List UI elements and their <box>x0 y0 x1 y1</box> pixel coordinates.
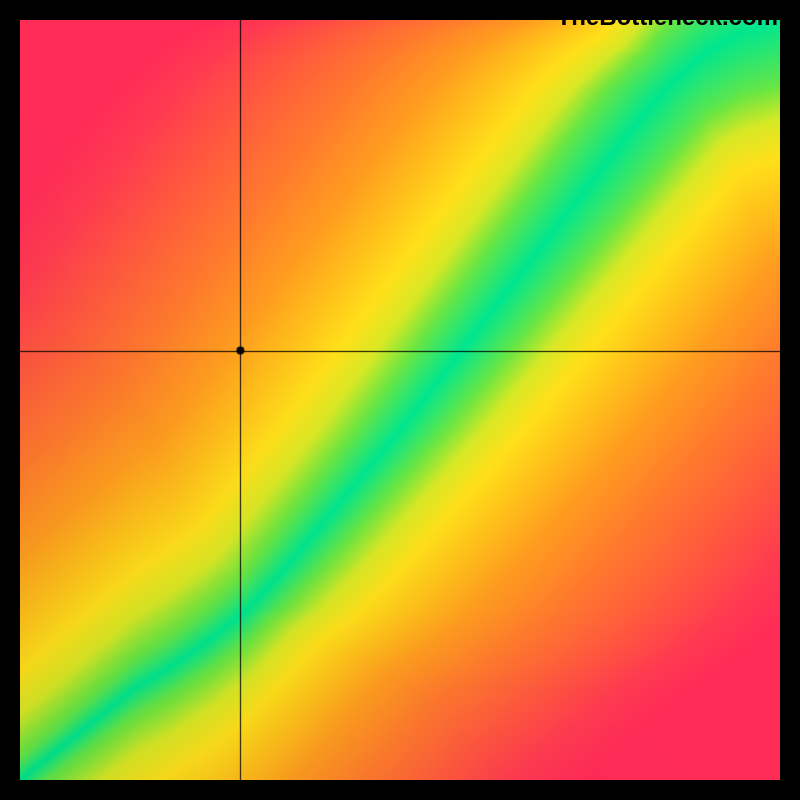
watermark-text: TheBottleneck.com <box>557 4 778 32</box>
heatmap-canvas <box>20 20 780 780</box>
chart-container <box>20 20 780 780</box>
